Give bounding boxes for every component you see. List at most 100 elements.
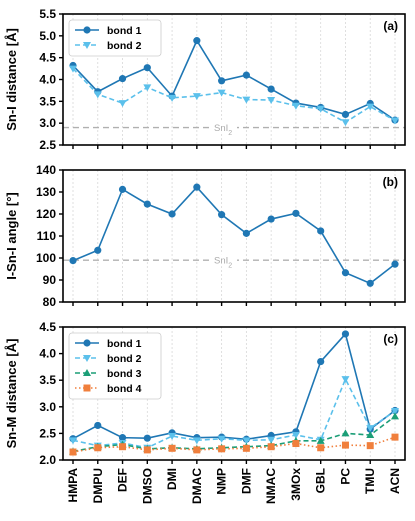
data-point — [69, 257, 77, 265]
data-point — [218, 445, 226, 453]
legend-marker — [83, 26, 91, 34]
reference-label-bg — [211, 121, 237, 134]
data-point — [168, 94, 177, 102]
data-point — [341, 110, 350, 119]
data-point — [168, 433, 177, 441]
x-tick-label: NMAC — [264, 468, 278, 504]
data-point — [341, 119, 350, 127]
data-point — [341, 376, 350, 384]
data-point — [242, 96, 251, 104]
legend: bond 1 bond 2 bond 3 bond 4 — [68, 332, 162, 400]
panel-tag: (c) — [383, 332, 398, 346]
series-line — [72, 377, 396, 449]
data-point — [242, 437, 251, 445]
data-point — [118, 434, 127, 442]
data-point — [267, 97, 276, 105]
data-point — [217, 89, 226, 97]
data-point — [69, 437, 77, 445]
y-tick-label: 3.5 — [39, 373, 56, 387]
data-point — [366, 103, 375, 111]
data-point — [291, 102, 300, 110]
x-tick-label: GBL — [314, 468, 328, 493]
data-point — [317, 227, 325, 235]
y-tick-label: 80 — [43, 295, 57, 309]
y-tick-label: 4.5 — [39, 320, 56, 334]
legend-marker — [83, 355, 91, 362]
y-tick-label: 4.0 — [39, 73, 56, 87]
legend-marker — [83, 369, 91, 376]
reference-label: SnI2 — [214, 123, 232, 137]
data-point — [218, 77, 226, 85]
data-point — [316, 436, 325, 444]
data-point — [143, 64, 151, 72]
series-line — [72, 415, 396, 453]
reference-label: SnI2 — [214, 256, 232, 270]
x-tick-label: ACN — [388, 468, 402, 494]
y-tick-label: 130 — [36, 185, 56, 199]
legend-box — [68, 19, 162, 57]
y-tick-label: 5.0 — [39, 29, 56, 43]
data-point — [143, 200, 151, 208]
data-point — [317, 444, 325, 452]
data-point — [192, 93, 201, 101]
series-line — [72, 332, 396, 441]
data-point — [143, 434, 151, 442]
data-point — [94, 444, 102, 452]
y-axis-label: Sn-M distance [Å] — [4, 339, 19, 449]
panel-0: SnI2 2.5 3.0 3.5 4.0 4.5 5.0 5.5 Sn-I distance [… — [4, 7, 406, 152]
y-tick-label: 3.0 — [39, 116, 56, 130]
legend-marker — [83, 339, 91, 347]
y-tick-label: 90 — [43, 273, 57, 287]
y-axis-label: Sn-I distance [Å] — [4, 28, 19, 131]
data-point — [242, 229, 250, 237]
x-tick-label: DMSO — [140, 468, 154, 504]
legend-marker — [83, 384, 91, 392]
x-tick-label: DMAC — [190, 468, 204, 504]
plot-frame — [62, 326, 406, 461]
data-point — [143, 446, 151, 454]
panel-1: SnI2 80 90 100 110 120 130 140 I-Sn-I angle [°] (… — [4, 163, 406, 309]
data-point — [267, 215, 275, 223]
panel-2: 2.0 2.5 3.0 3.5 4.0 4.5 Sn-M distance [Å] (c) bo… — [4, 320, 406, 467]
y-axis-label: I-Sn-I angle [°] — [4, 192, 19, 280]
y-tick-label: 110 — [37, 229, 57, 243]
data-point — [218, 211, 226, 219]
data-point — [391, 408, 399, 416]
data-point — [267, 436, 276, 444]
data-point — [366, 430, 375, 438]
data-point — [93, 91, 102, 99]
reference-label-bg — [211, 254, 237, 267]
data-point — [391, 117, 399, 125]
data-point — [341, 269, 350, 277]
x-tick-label: HMPA — [66, 468, 80, 503]
data-point — [341, 441, 349, 449]
x-tick-label: 3MOx — [289, 468, 303, 501]
data-point — [168, 444, 176, 452]
y-tick-label: 140 — [36, 163, 56, 177]
series-3 — [69, 433, 399, 456]
x-tick-label: NMP — [215, 468, 229, 495]
series-line — [72, 68, 396, 124]
y-tick-label: 120 — [36, 207, 56, 221]
legend-box — [68, 332, 162, 400]
y-tick-label: 4.5 — [39, 51, 56, 65]
data-point — [193, 183, 201, 191]
series-line — [72, 185, 396, 285]
legend-entry-label: bond 2 — [107, 40, 142, 52]
x-tick-label: DMI — [165, 468, 179, 490]
y-tick-label: 2.5 — [39, 138, 56, 152]
y-tick-label: 3.0 — [39, 400, 56, 414]
data-point — [192, 437, 201, 445]
data-point — [391, 412, 399, 420]
data-point — [193, 37, 201, 45]
panel-tag: (a) — [383, 19, 398, 33]
series-0 — [69, 183, 399, 287]
y-tick-label: 4.0 — [39, 347, 56, 361]
x-tick-label: DEF — [116, 468, 130, 492]
y-tick-label: 2.5 — [39, 426, 56, 440]
data-point — [366, 442, 374, 450]
data-point — [242, 71, 250, 79]
y-tick-label: 100 — [36, 251, 56, 265]
panel-tag: (b) — [383, 175, 398, 189]
data-point — [267, 85, 275, 93]
